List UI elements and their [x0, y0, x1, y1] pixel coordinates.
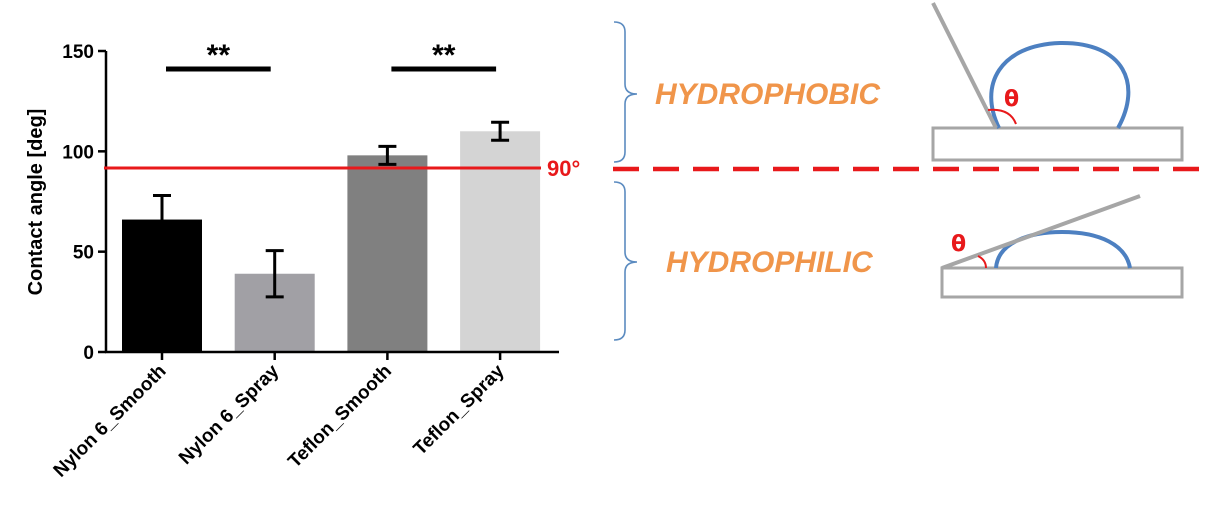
error-bar-3: [491, 120, 510, 142]
y-tick-label-150: 150: [62, 42, 94, 63]
x-tick-label-1: Nylon 6_Spray: [175, 360, 283, 468]
hydrophobic-droplet: [989, 40, 1131, 129]
y-ticks-group: 0 50 100 150: [62, 42, 106, 364]
hydrophilic-surface: [940, 266, 1184, 299]
hydrophilic-droplet: [994, 229, 1132, 269]
bar-2: [347, 155, 428, 352]
hydrophobic-angle-arc: [987, 108, 1017, 125]
significance-label-1: **: [432, 39, 456, 72]
hydrophobic-theta: θ: [1004, 87, 1019, 112]
x-tick-label-3: Teflon_Spray: [410, 360, 509, 459]
error-bar-0: [153, 193, 171, 246]
error-bars-group: [153, 120, 510, 299]
x-ticks-group: Nylon 6_Smooth Nylon 6_Spray Teflon_Smooth…: [50, 352, 509, 482]
significance-group: ** **: [166, 39, 497, 72]
y-tick-label-0: 0: [83, 343, 94, 364]
hydrophilic-theta: θ: [951, 232, 966, 257]
y-tick-label-100: 100: [62, 142, 94, 163]
hydrophobic-surface: [931, 126, 1184, 162]
hydrophilic-bracket: [613, 181, 638, 341]
hydrophobic-drop-diagram: θ: [931, 2, 1184, 162]
hydrophilic-angle-arc: [977, 255, 987, 269]
bar-3: [460, 131, 541, 352]
y-axis-label: Contact angle [deg]: [25, 109, 47, 296]
bars-group: [122, 131, 541, 352]
x-tick-label-2: Teflon_Smooth: [284, 361, 396, 473]
threshold-label: 90°: [547, 156, 580, 181]
hydrophobic-bracket: [613, 21, 638, 163]
axes-group: [104, 51, 559, 354]
hydrophilic-drop-diagram: θ: [940, 194, 1184, 299]
error-bar-1: [265, 249, 284, 299]
hydrophilic-needle: [941, 194, 1141, 270]
hydrophilic-label: HYDROPHILIC: [666, 246, 874, 279]
error-bar-2: [378, 144, 397, 166]
significance-label-0: **: [207, 39, 231, 72]
y-tick-label-50: 50: [73, 243, 94, 264]
hydrophobic-label: HYDROPHOBIC: [655, 78, 881, 111]
hydrophobic-needle: [931, 2, 998, 129]
x-tick-label-0: Nylon 6_Smooth: [50, 361, 171, 482]
